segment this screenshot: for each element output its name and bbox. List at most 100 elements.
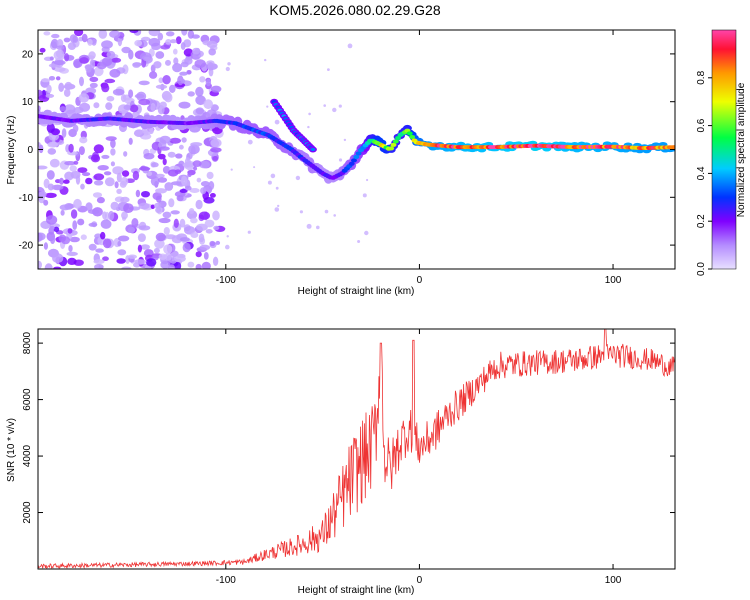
spectrogram-noise-blob xyxy=(194,59,206,69)
spectrogram-noise-blob xyxy=(179,218,186,228)
spectrogram-noise-blob xyxy=(60,209,65,216)
spectrogram-x-tick-label: 0 xyxy=(417,275,423,286)
spectrogram-noise-blob xyxy=(38,260,42,269)
spectrogram-noise-blob xyxy=(195,95,206,106)
spectrogram-noise-blob xyxy=(196,177,202,183)
spectrogram-noise-blob xyxy=(108,210,115,221)
chart-title: KOM5.2026.080.02.29.G28 xyxy=(269,2,440,18)
spectrogram-noise-blob xyxy=(88,243,97,251)
spectrogram-noise-blob xyxy=(138,225,151,231)
spectrogram-noise-blob xyxy=(178,101,191,109)
spectrogram-noise-blob xyxy=(61,128,67,138)
spectrogram-noise-blob xyxy=(98,30,108,39)
spectrogram-noise-blob xyxy=(49,56,54,61)
spectrogram-ridge-core xyxy=(355,151,362,156)
spectrogram-noise-blob xyxy=(117,36,123,47)
spectrogram-noise-blob xyxy=(187,91,195,97)
spectrogram-noise-blob xyxy=(134,39,143,47)
snr-x-label: Height of straight line (km) xyxy=(298,585,415,596)
spectrogram-noise-blob xyxy=(323,104,327,107)
spectrogram-y-tick-label: 0 xyxy=(27,145,33,156)
spectrogram-noise-blob xyxy=(133,129,145,137)
spectrogram-noise-blob xyxy=(137,244,142,253)
spectrogram-noise-blob xyxy=(307,125,310,129)
spectrogram-y-tick-label: -10 xyxy=(19,193,34,204)
spectrogram-noise-blob xyxy=(201,261,211,269)
colorbar-tick-label: 0.0 xyxy=(696,262,707,276)
spectrogram-noise-blob xyxy=(116,258,126,264)
snr-y-tick-label: 6000 xyxy=(22,388,33,411)
spectrogram-noise-blob xyxy=(277,204,280,208)
spectrogram-noise-blob xyxy=(163,244,173,254)
spectrogram-noise-blob xyxy=(55,49,65,59)
spectrogram-noise-blob xyxy=(185,185,192,191)
spectrogram-noise-blob xyxy=(203,252,209,260)
spectrogram-noise-blob xyxy=(41,78,51,83)
spectrogram-noise-blob xyxy=(67,257,77,265)
spectrogram-noise-blob xyxy=(153,247,160,254)
spectrogram-noise-blob xyxy=(148,30,161,37)
spectrogram-noise-blob xyxy=(39,47,46,53)
spectrogram-noise-blob xyxy=(78,146,85,156)
spectrogram-noise-blob xyxy=(210,138,222,148)
spectrogram-y-tick-label: -20 xyxy=(19,241,34,252)
spectrogram-noise-blob xyxy=(128,49,134,60)
spectrogram-noise-blob xyxy=(68,143,74,153)
spectrogram-noise-blob xyxy=(117,235,130,242)
spectrogram-noise-blob xyxy=(210,85,222,93)
colorbar-gradient xyxy=(711,29,737,270)
spectrogram-noise-blob xyxy=(77,218,85,226)
spectrogram-noise-blob xyxy=(43,242,49,250)
spectrogram-noise-blob xyxy=(190,232,199,238)
spectrogram-ridge-core xyxy=(395,136,402,140)
spectrogram-noise-blob xyxy=(120,176,129,186)
spectrogram-noise-blob xyxy=(128,226,136,234)
spectrogram-noise-blob xyxy=(101,154,110,159)
spectrogram-noise-blob xyxy=(90,154,101,163)
spectrogram-noise-blob xyxy=(73,198,82,209)
spectrogram-noise-blob xyxy=(308,112,311,116)
spectrogram-noise-blob xyxy=(366,178,369,182)
spectrogram-noise-blob xyxy=(109,68,121,78)
spectrogram-noise-blob xyxy=(227,62,231,66)
spectrogram-noise-blob xyxy=(110,201,119,211)
spectrogram-noise-blob xyxy=(155,232,166,242)
spectrogram-noise-blob xyxy=(121,46,131,54)
spectrogram-noise-blob xyxy=(225,66,230,72)
spectrogram-noise-blob xyxy=(343,138,347,142)
spectrogram-noise-blob xyxy=(158,253,167,260)
spectrogram-noise-blob xyxy=(199,244,211,251)
spectrogram-noise-blob xyxy=(63,179,70,184)
spectrogram-noise-blob xyxy=(85,177,93,185)
spectrogram-noise-blob xyxy=(212,256,219,266)
spectrogram-noise-blob xyxy=(143,153,155,160)
spectrogram-noise-blob xyxy=(64,161,76,166)
spectrogram-noise-blob xyxy=(104,177,115,187)
spectrogram-noise-blob xyxy=(173,57,179,65)
spectrogram-noise-blob xyxy=(181,78,186,84)
spectrogram-noise-blob xyxy=(266,105,269,108)
spectrogram-noise-blob xyxy=(181,30,188,36)
spectrogram-noise-blob xyxy=(53,226,60,232)
spectrogram-noise-blob xyxy=(110,139,116,149)
spectrogram-noise-blob xyxy=(195,263,202,269)
spectrogram-noise-blob xyxy=(179,188,188,193)
spectrogram-branch-core xyxy=(310,147,316,152)
spectrogram-noise-blob xyxy=(63,37,71,43)
spectrogram-noise-blob xyxy=(205,229,213,234)
spectrogram-noise-blob xyxy=(96,196,105,204)
spectrogram-marks xyxy=(38,30,675,269)
spectrogram-noise-blob xyxy=(208,181,215,190)
spectrogram-noise-blob xyxy=(127,254,137,259)
spectrogram-noise-blob xyxy=(135,189,141,198)
spectrogram-noise-blob xyxy=(170,39,177,44)
spectrogram-noise-blob xyxy=(128,137,133,145)
spectrogram-noise-blob xyxy=(163,92,173,103)
spectrogram-noise-blob xyxy=(195,251,202,258)
spectrogram-noise-blob xyxy=(85,202,93,212)
colorbar-tick-label: 0.6 xyxy=(696,118,707,132)
spectrogram-noise-blob xyxy=(150,204,155,210)
spectrogram-noise-blob xyxy=(184,157,191,168)
spectrogram-noise-blob xyxy=(180,175,188,186)
